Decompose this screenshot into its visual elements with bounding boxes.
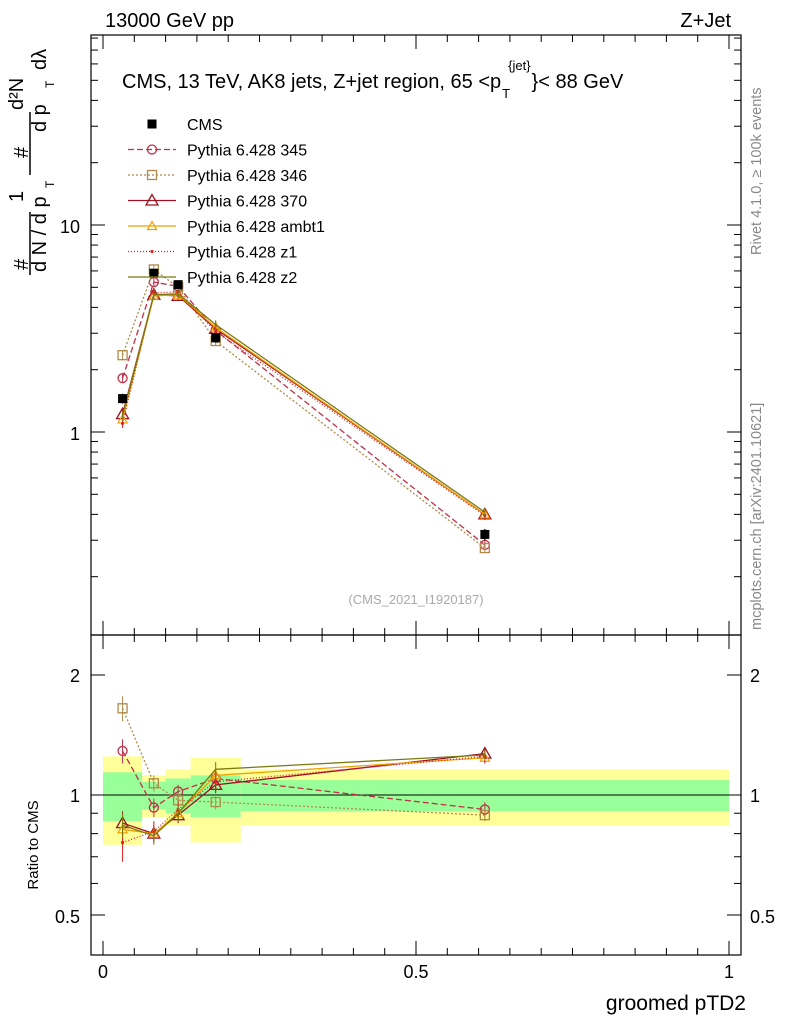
legend-label-ambt1: Pythia 6.428 ambt1 bbox=[187, 219, 325, 236]
ratio-point-z1 bbox=[214, 780, 218, 784]
main-point-z1 bbox=[120, 421, 125, 426]
ylabel-t1: T bbox=[43, 180, 57, 188]
main-ytick-1: 1 bbox=[70, 424, 80, 444]
title-prefix: CMS, 13 TeV, AK8 jets, Z+jet region, 65 … bbox=[122, 71, 501, 93]
main-point-p346 bbox=[479, 542, 491, 554]
ratio-point-p345 bbox=[117, 745, 128, 757]
main-point-z1 bbox=[214, 330, 218, 334]
ratio-ytick-2: 2 bbox=[70, 666, 80, 686]
xtick-0: 0 bbox=[98, 962, 108, 982]
main-line-z2 bbox=[121, 293, 486, 513]
ratio-ytick-right-0.5: 0.5 bbox=[750, 907, 775, 927]
legend: CMS Pythia 6.428 345 Pythia 6.428 346 Pythi… bbox=[128, 117, 325, 287]
main-ylabel: # 1 d N / d p T # d²N d p T dλ bbox=[6, 49, 57, 275]
legend-label-p345: Pythia 6.428 345 bbox=[187, 143, 307, 160]
legend-marker-ambt1 bbox=[146, 220, 158, 231]
ratio-point-p346 bbox=[210, 796, 221, 808]
analysis-watermark: (CMS_2021_I1920187) bbox=[348, 592, 483, 607]
legend-label-z1: Pythia 6.428 z1 bbox=[187, 245, 297, 262]
ylabel-hash2: # bbox=[11, 146, 33, 158]
axes-ticks bbox=[91, 35, 741, 955]
ratio-ytick-0.5: 0.5 bbox=[55, 907, 80, 927]
header-right: Z+Jet bbox=[680, 10, 731, 32]
cms-point bbox=[118, 394, 128, 404]
mcplots-label: mcplots.cern.ch [arXiv:2401.10621] bbox=[749, 403, 765, 630]
ylabel-hash1: # bbox=[11, 258, 33, 270]
ylabel-t2: T bbox=[43, 80, 57, 88]
main-line-p346 bbox=[121, 268, 486, 549]
x-axis-label: groomed pTD2 bbox=[606, 992, 746, 1015]
legend-label-p346: Pythia 6.428 346 bbox=[187, 168, 307, 185]
legend-marker-z1 bbox=[150, 249, 154, 254]
main-ytick-10: 10 bbox=[60, 217, 80, 237]
ylabel-dlambda: dλ bbox=[29, 49, 51, 70]
cms-point bbox=[480, 529, 490, 539]
ylabel-one: 1 bbox=[6, 191, 28, 202]
ratio-point-p346 bbox=[148, 778, 160, 789]
legend-marker-cms bbox=[147, 119, 157, 129]
legend-marker-p345 bbox=[146, 144, 158, 155]
xtick-0.5: 0.5 bbox=[403, 962, 428, 982]
cms-point bbox=[149, 268, 159, 278]
main-point-p346 bbox=[117, 350, 128, 361]
ylabel-dpt: d p bbox=[29, 104, 51, 132]
title-suffix: }< 88 GeV bbox=[532, 71, 624, 93]
ylabel-dn: d N / d p bbox=[29, 196, 51, 272]
ratio-point-z1 bbox=[120, 840, 125, 845]
main-line-p370 bbox=[121, 294, 486, 515]
ratio-ytick-1: 1 bbox=[70, 786, 80, 806]
header-left: 13000 GeV pp bbox=[105, 10, 234, 32]
main-line-p345 bbox=[121, 281, 486, 546]
main-point-p345 bbox=[117, 373, 128, 384]
ylabel-d2n: d²N bbox=[6, 78, 28, 110]
ratio-point-p345 bbox=[148, 802, 160, 813]
legend-marker-p370 bbox=[144, 193, 160, 206]
ratio-frame bbox=[90, 634, 742, 956]
main-line-z1 bbox=[121, 291, 486, 517]
main-line-ambt1 bbox=[121, 294, 486, 515]
legend-label-z2: Pythia 6.428 z2 bbox=[187, 270, 297, 287]
main-title: CMS, 13 TeV, AK8 jets, Z+jet region, 65 … bbox=[122, 58, 624, 101]
legend-label-cms: CMS bbox=[187, 117, 223, 134]
ratio-point-p346 bbox=[479, 810, 491, 821]
legend-marker-p346 bbox=[146, 169, 158, 181]
ratio-series bbox=[115, 696, 492, 862]
title-sup: {jet} bbox=[508, 58, 531, 73]
ratio-point-p346 bbox=[117, 703, 128, 714]
ratio-ylabel: Ratio to CMS bbox=[25, 800, 42, 889]
title-sub: T bbox=[502, 86, 510, 101]
band-inner-1 bbox=[142, 781, 166, 810]
cms-point bbox=[211, 333, 221, 343]
rivet-label: Rivet 4.1.0, ≥ 100k events bbox=[749, 87, 765, 255]
cms-point bbox=[173, 280, 183, 290]
ratio-ytick-right-1: 1 bbox=[750, 786, 760, 806]
ratio-ytick-right-2: 2 bbox=[750, 666, 760, 686]
main-series bbox=[115, 264, 492, 554]
xtick-1: 1 bbox=[724, 962, 734, 982]
legend-label-p370: Pythia 6.428 370 bbox=[187, 194, 307, 211]
